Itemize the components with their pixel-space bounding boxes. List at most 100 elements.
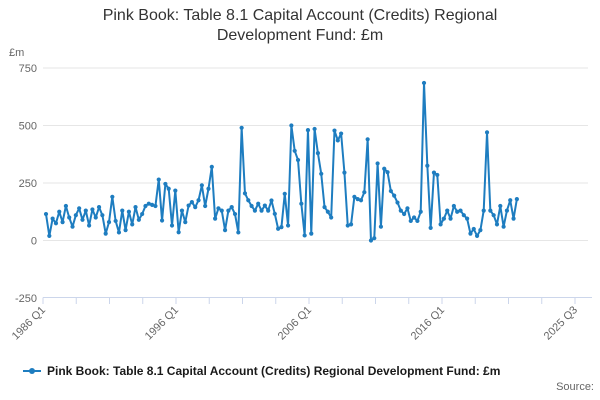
data-point-marker[interactable] bbox=[408, 218, 413, 224]
data-point-marker[interactable] bbox=[388, 188, 393, 194]
data-point-marker[interactable] bbox=[159, 218, 165, 223]
data-point-marker[interactable] bbox=[146, 201, 151, 206]
data-point-marker[interactable] bbox=[402, 211, 407, 217]
data-point-marker[interactable] bbox=[93, 215, 98, 220]
data-point-marker[interactable] bbox=[438, 222, 443, 227]
data-point-marker[interactable] bbox=[193, 205, 198, 210]
data-point-marker[interactable] bbox=[484, 130, 490, 135]
data-point-marker[interactable] bbox=[405, 206, 410, 211]
data-point-marker[interactable] bbox=[514, 197, 519, 202]
data-point-marker[interactable] bbox=[451, 203, 456, 209]
data-point-marker[interactable] bbox=[365, 137, 370, 142]
data-point-marker[interactable] bbox=[43, 211, 49, 217]
data-point-marker[interactable] bbox=[232, 211, 238, 217]
data-point-marker[interactable] bbox=[345, 223, 350, 228]
data-point-marker[interactable] bbox=[488, 208, 493, 213]
data-point-marker[interactable] bbox=[113, 218, 118, 224]
data-point-marker[interactable] bbox=[392, 193, 397, 198]
data-point-marker[interactable] bbox=[339, 131, 344, 136]
data-point-marker[interactable] bbox=[222, 228, 228, 233]
data-point-marker[interactable] bbox=[335, 138, 340, 143]
data-point-marker[interactable] bbox=[322, 205, 327, 210]
data-point-marker[interactable] bbox=[305, 128, 311, 133]
data-point-marker[interactable] bbox=[494, 222, 500, 227]
data-point-marker[interactable] bbox=[173, 188, 178, 193]
data-point-marker[interactable] bbox=[395, 200, 400, 205]
data-point-marker[interactable] bbox=[50, 216, 55, 221]
data-point-marker[interactable] bbox=[60, 220, 65, 225]
legend-item[interactable]: Pink Book: Table 8.1 Capital Account (Cr… bbox=[22, 364, 500, 378]
data-point-marker[interactable] bbox=[213, 216, 218, 221]
data-point-marker[interactable] bbox=[242, 191, 248, 196]
data-point-marker[interactable] bbox=[70, 224, 75, 229]
data-point-marker[interactable] bbox=[103, 231, 108, 236]
data-point-marker[interactable] bbox=[209, 164, 214, 169]
data-point-marker[interactable] bbox=[262, 203, 267, 208]
data-point-marker[interactable] bbox=[501, 224, 506, 229]
data-point-marker[interactable] bbox=[461, 213, 466, 218]
data-point-marker[interactable] bbox=[199, 183, 204, 188]
data-point-marker[interactable] bbox=[465, 216, 470, 221]
data-point-marker[interactable] bbox=[133, 205, 138, 210]
data-point-marker[interactable] bbox=[508, 198, 513, 203]
data-point-marker[interactable] bbox=[153, 203, 158, 209]
data-point-marker[interactable] bbox=[309, 231, 314, 236]
data-point-marker[interactable] bbox=[90, 207, 95, 212]
data-point-marker[interactable] bbox=[382, 166, 387, 171]
data-series-line[interactable] bbox=[45, 81, 518, 242]
data-point-marker[interactable] bbox=[239, 125, 244, 130]
data-point-marker[interactable] bbox=[179, 208, 185, 213]
data-point-marker[interactable] bbox=[362, 190, 367, 195]
data-point-marker[interactable] bbox=[169, 223, 175, 228]
data-point-marker[interactable] bbox=[166, 186, 171, 191]
data-point-marker[interactable] bbox=[272, 211, 277, 216]
data-point-marker[interactable] bbox=[216, 206, 221, 211]
data-point-marker[interactable] bbox=[206, 186, 211, 191]
data-point-marker[interactable] bbox=[325, 209, 330, 214]
data-point-marker[interactable] bbox=[498, 203, 503, 209]
data-point-marker[interactable] bbox=[126, 209, 131, 214]
data-point-marker[interactable] bbox=[441, 216, 447, 221]
data-point-marker[interactable] bbox=[289, 123, 294, 128]
data-point-marker[interactable] bbox=[295, 157, 301, 163]
data-point-marker[interactable] bbox=[352, 194, 357, 199]
data-point-marker[interactable] bbox=[276, 226, 281, 231]
data-point-marker[interactable] bbox=[219, 208, 224, 213]
data-point-marker[interactable] bbox=[428, 225, 433, 230]
data-point-marker[interactable] bbox=[259, 208, 264, 213]
data-point-marker[interactable] bbox=[236, 230, 241, 235]
data-point-marker[interactable] bbox=[163, 181, 168, 187]
data-point-marker[interactable] bbox=[302, 233, 307, 238]
data-point-marker[interactable] bbox=[53, 221, 59, 226]
data-point-marker[interactable] bbox=[123, 228, 128, 233]
data-point-marker[interactable] bbox=[246, 198, 251, 203]
data-point-marker[interactable] bbox=[312, 126, 317, 132]
data-point-marker[interactable] bbox=[106, 220, 112, 225]
data-point-marker[interactable] bbox=[319, 171, 324, 176]
data-point-marker[interactable] bbox=[285, 223, 291, 228]
data-point-marker[interactable] bbox=[431, 170, 437, 175]
data-point-marker[interactable] bbox=[329, 215, 334, 220]
data-point-marker[interactable] bbox=[425, 163, 430, 168]
data-point-marker[interactable] bbox=[156, 177, 161, 182]
data-point-marker[interactable] bbox=[458, 208, 463, 213]
data-point-marker[interactable] bbox=[504, 208, 510, 213]
data-point-marker[interactable] bbox=[279, 225, 284, 230]
data-point-marker[interactable] bbox=[96, 205, 102, 210]
data-point-marker[interactable] bbox=[256, 201, 261, 206]
data-point-marker[interactable] bbox=[67, 215, 72, 220]
data-point-marker[interactable] bbox=[474, 233, 480, 238]
data-point-marker[interactable] bbox=[120, 208, 125, 213]
data-point-marker[interactable] bbox=[355, 197, 360, 202]
data-point-marker[interactable] bbox=[411, 215, 417, 220]
data-point-marker[interactable] bbox=[445, 208, 450, 213]
data-point-marker[interactable] bbox=[378, 224, 384, 229]
data-point-marker[interactable] bbox=[183, 220, 188, 225]
data-point-marker[interactable] bbox=[372, 236, 377, 241]
data-point-marker[interactable] bbox=[455, 209, 460, 214]
data-point-marker[interactable] bbox=[398, 208, 403, 213]
data-point-marker[interactable] bbox=[203, 203, 208, 209]
data-point-marker[interactable] bbox=[130, 222, 135, 227]
data-point-marker[interactable] bbox=[348, 222, 354, 227]
data-point-marker[interactable] bbox=[478, 228, 483, 233]
